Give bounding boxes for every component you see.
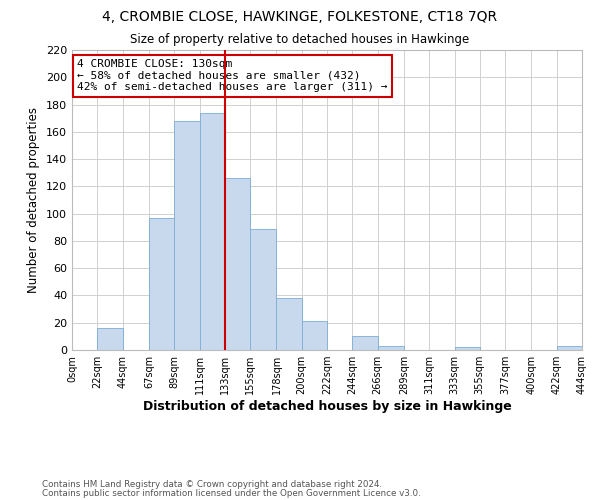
Bar <box>277 298 302 350</box>
Bar <box>149 218 174 350</box>
Bar <box>97 328 122 350</box>
Bar <box>250 228 277 350</box>
Bar <box>352 336 377 350</box>
Bar <box>377 346 404 350</box>
Y-axis label: Number of detached properties: Number of detached properties <box>28 107 40 293</box>
Bar <box>225 178 250 350</box>
Text: Size of property relative to detached houses in Hawkinge: Size of property relative to detached ho… <box>130 32 470 46</box>
Bar <box>455 348 480 350</box>
Text: Contains HM Land Registry data © Crown copyright and database right 2024.: Contains HM Land Registry data © Crown c… <box>42 480 382 489</box>
Text: Contains public sector information licensed under the Open Government Licence v3: Contains public sector information licen… <box>42 488 421 498</box>
Bar <box>557 346 582 350</box>
Bar <box>199 112 225 350</box>
Text: 4, CROMBIE CLOSE, HAWKINGE, FOLKESTONE, CT18 7QR: 4, CROMBIE CLOSE, HAWKINGE, FOLKESTONE, … <box>103 10 497 24</box>
Bar <box>302 322 327 350</box>
Text: 4 CROMBIE CLOSE: 130sqm
← 58% of detached houses are smaller (432)
42% of semi-d: 4 CROMBIE CLOSE: 130sqm ← 58% of detache… <box>77 59 388 92</box>
X-axis label: Distribution of detached houses by size in Hawkinge: Distribution of detached houses by size … <box>143 400 511 413</box>
Bar <box>174 121 199 350</box>
